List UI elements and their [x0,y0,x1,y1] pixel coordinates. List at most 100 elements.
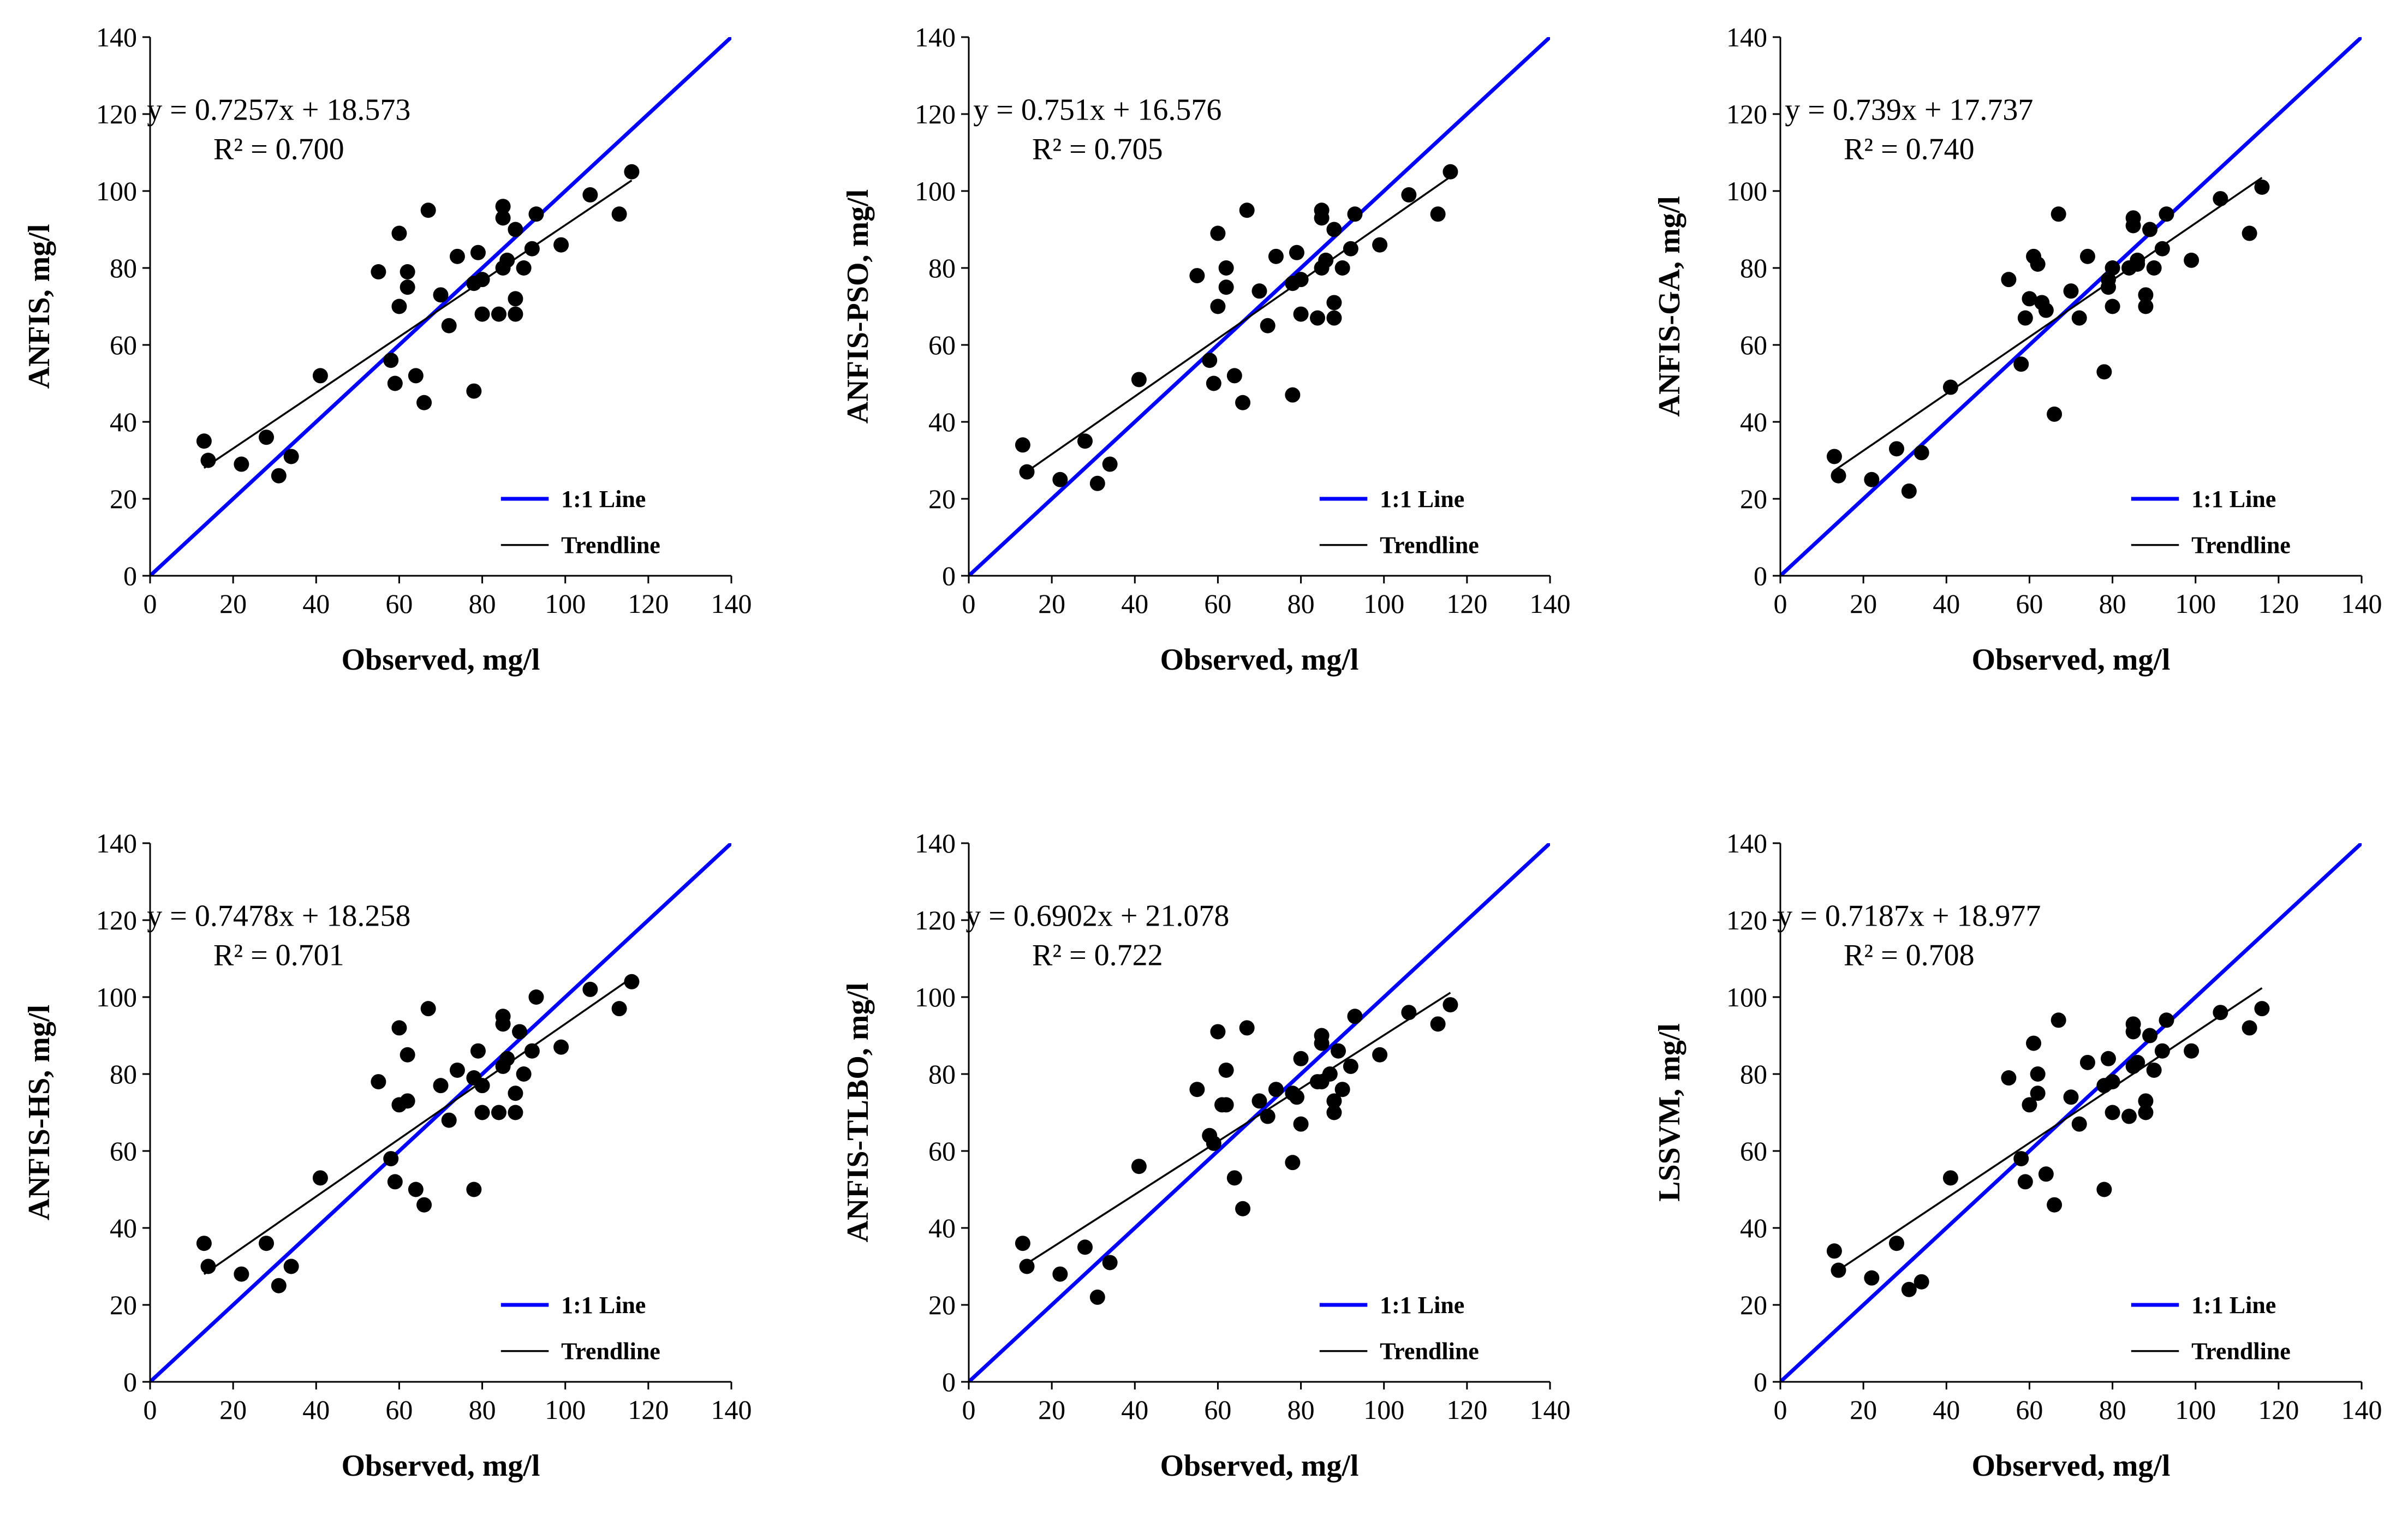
y-tick-label: 60 [928,1136,956,1166]
y-tick-label: 0 [1754,1367,1767,1397]
data-point-6 [1942,379,1958,395]
x-tick-label: 80 [469,1394,496,1425]
x-tick-label: 40 [1933,588,1960,619]
x-tick-label: 40 [1121,1394,1148,1425]
data-point-6 [1131,1159,1147,1174]
y-tick-label: 40 [1740,407,1767,437]
data-point-5 [1914,1274,1929,1290]
data-point-35 [528,206,544,222]
data-point-27 [1314,210,1330,226]
data-point-17 [433,287,449,303]
data-point-6 [312,368,328,384]
data-point-4 [1089,475,1105,491]
x-tick-label: 0 [962,1394,976,1425]
x-tick-label: 140 [1530,588,1571,619]
data-point-38 [2242,1020,2257,1036]
y-tick-label: 60 [1740,330,1767,360]
data-point-12 [2030,1066,2046,1082]
data-point-13 [400,1093,415,1109]
data-point-16 [420,1001,436,1017]
data-point-30 [2138,1105,2154,1120]
data-point-35 [2159,206,2174,222]
data-point-10 [1210,225,1226,241]
data-point-0 [1015,1236,1030,1251]
data-point-22 [470,1043,486,1059]
data-point-3 [1077,433,1093,449]
x-tick-label: 140 [1530,1394,1571,1425]
data-point-22 [2100,279,2116,295]
trendline [1022,176,1451,475]
r-squared: R² = 0.700 [213,132,344,166]
data-point-10 [1210,1024,1226,1040]
data-point-14 [408,368,424,384]
trendline [203,180,633,469]
y-tick-label: 40 [110,407,137,437]
data-point-32 [2142,1028,2158,1043]
data-point-6 [1942,1170,1958,1186]
x-tick-label: 140 [711,1394,752,1425]
data-point-13 [1218,1097,1234,1113]
data-point-8 [1202,353,1218,368]
x-axis-label: Observed, mg/l [342,643,540,677]
x-tick-label: 100 [1363,1394,1404,1425]
r-squared: R² = 0.740 [1844,132,1975,166]
legend-label-one-to-one: 1:1 Line [561,1292,646,1319]
y-tick-label: 120 [96,99,137,129]
trend-equation: y = 0.739x + 17.737 [1785,93,2033,127]
data-point-33 [1334,1082,1350,1098]
data-point-1 [1019,1258,1035,1274]
x-tick-label: 120 [628,1394,669,1425]
one-to-one-line [150,37,731,576]
data-point-1 [1831,468,1846,484]
data-point-38 [1430,1016,1446,1032]
x-tick-label: 140 [711,588,752,619]
y-axis-label: ANFIS, mg/l [22,224,56,389]
data-point-12 [1218,260,1234,276]
data-point-33 [1334,260,1350,276]
data-point-29 [1322,1066,1338,1082]
data-point-2 [234,1266,249,1282]
data-point-19 [1268,1082,1284,1098]
data-point-25 [491,1105,506,1120]
y-tick-label: 80 [928,1059,956,1089]
y-axis-label: ANFIS-HS, mg/l [22,1005,56,1220]
x-tick-label: 120 [1446,1394,1487,1425]
data-point-15 [1235,395,1251,410]
chart-panel-top-left: 0 20 40 60 80 100 120 140 0 20 40 60 80 100 120 140 Obse… [22,22,752,677]
data-point-34 [2154,1043,2170,1059]
data-point-30 [1326,1105,1342,1120]
x-tick-label: 0 [1774,1394,1787,1425]
y-tick-label: 0 [123,1367,137,1397]
data-point-34 [524,1043,540,1059]
x-tick-label: 20 [219,588,247,619]
x-tick-label: 100 [1363,588,1404,619]
data-point-19 [2079,248,2095,264]
x-tick-label: 120 [628,588,669,619]
data-point-4 [271,468,287,484]
data-point-17 [2063,1089,2079,1105]
data-point-14 [1226,368,1242,384]
one-to-one-line [150,843,731,1382]
y-tick-label: 40 [928,407,956,437]
legend: 1:1 Line Trendline [1319,486,1479,559]
data-point-7 [2001,272,2017,288]
data-point-15 [2047,406,2063,422]
data-point-7 [1189,268,1205,284]
x-tick-label: 100 [545,588,586,619]
data-point-31 [1326,1093,1342,1109]
x-tick-label: 80 [2099,1394,2126,1425]
data-point-38 [2242,225,2257,241]
data-point-17 [2063,283,2079,299]
y-tick-label: 100 [96,176,137,206]
x-tick-label: 40 [1121,588,1148,619]
data-point-27 [2125,218,2141,234]
data-point-27 [495,1016,511,1032]
legend-label-trendline: Trendline [1380,532,1479,559]
data-point-37 [2213,191,2228,207]
data-point-18 [2071,310,2087,326]
data-point-18 [1260,318,1275,333]
data-point-36 [553,1039,569,1055]
data-point-5 [1102,456,1118,472]
data-point-3 [259,1236,274,1251]
data-point-35 [2159,1012,2174,1028]
